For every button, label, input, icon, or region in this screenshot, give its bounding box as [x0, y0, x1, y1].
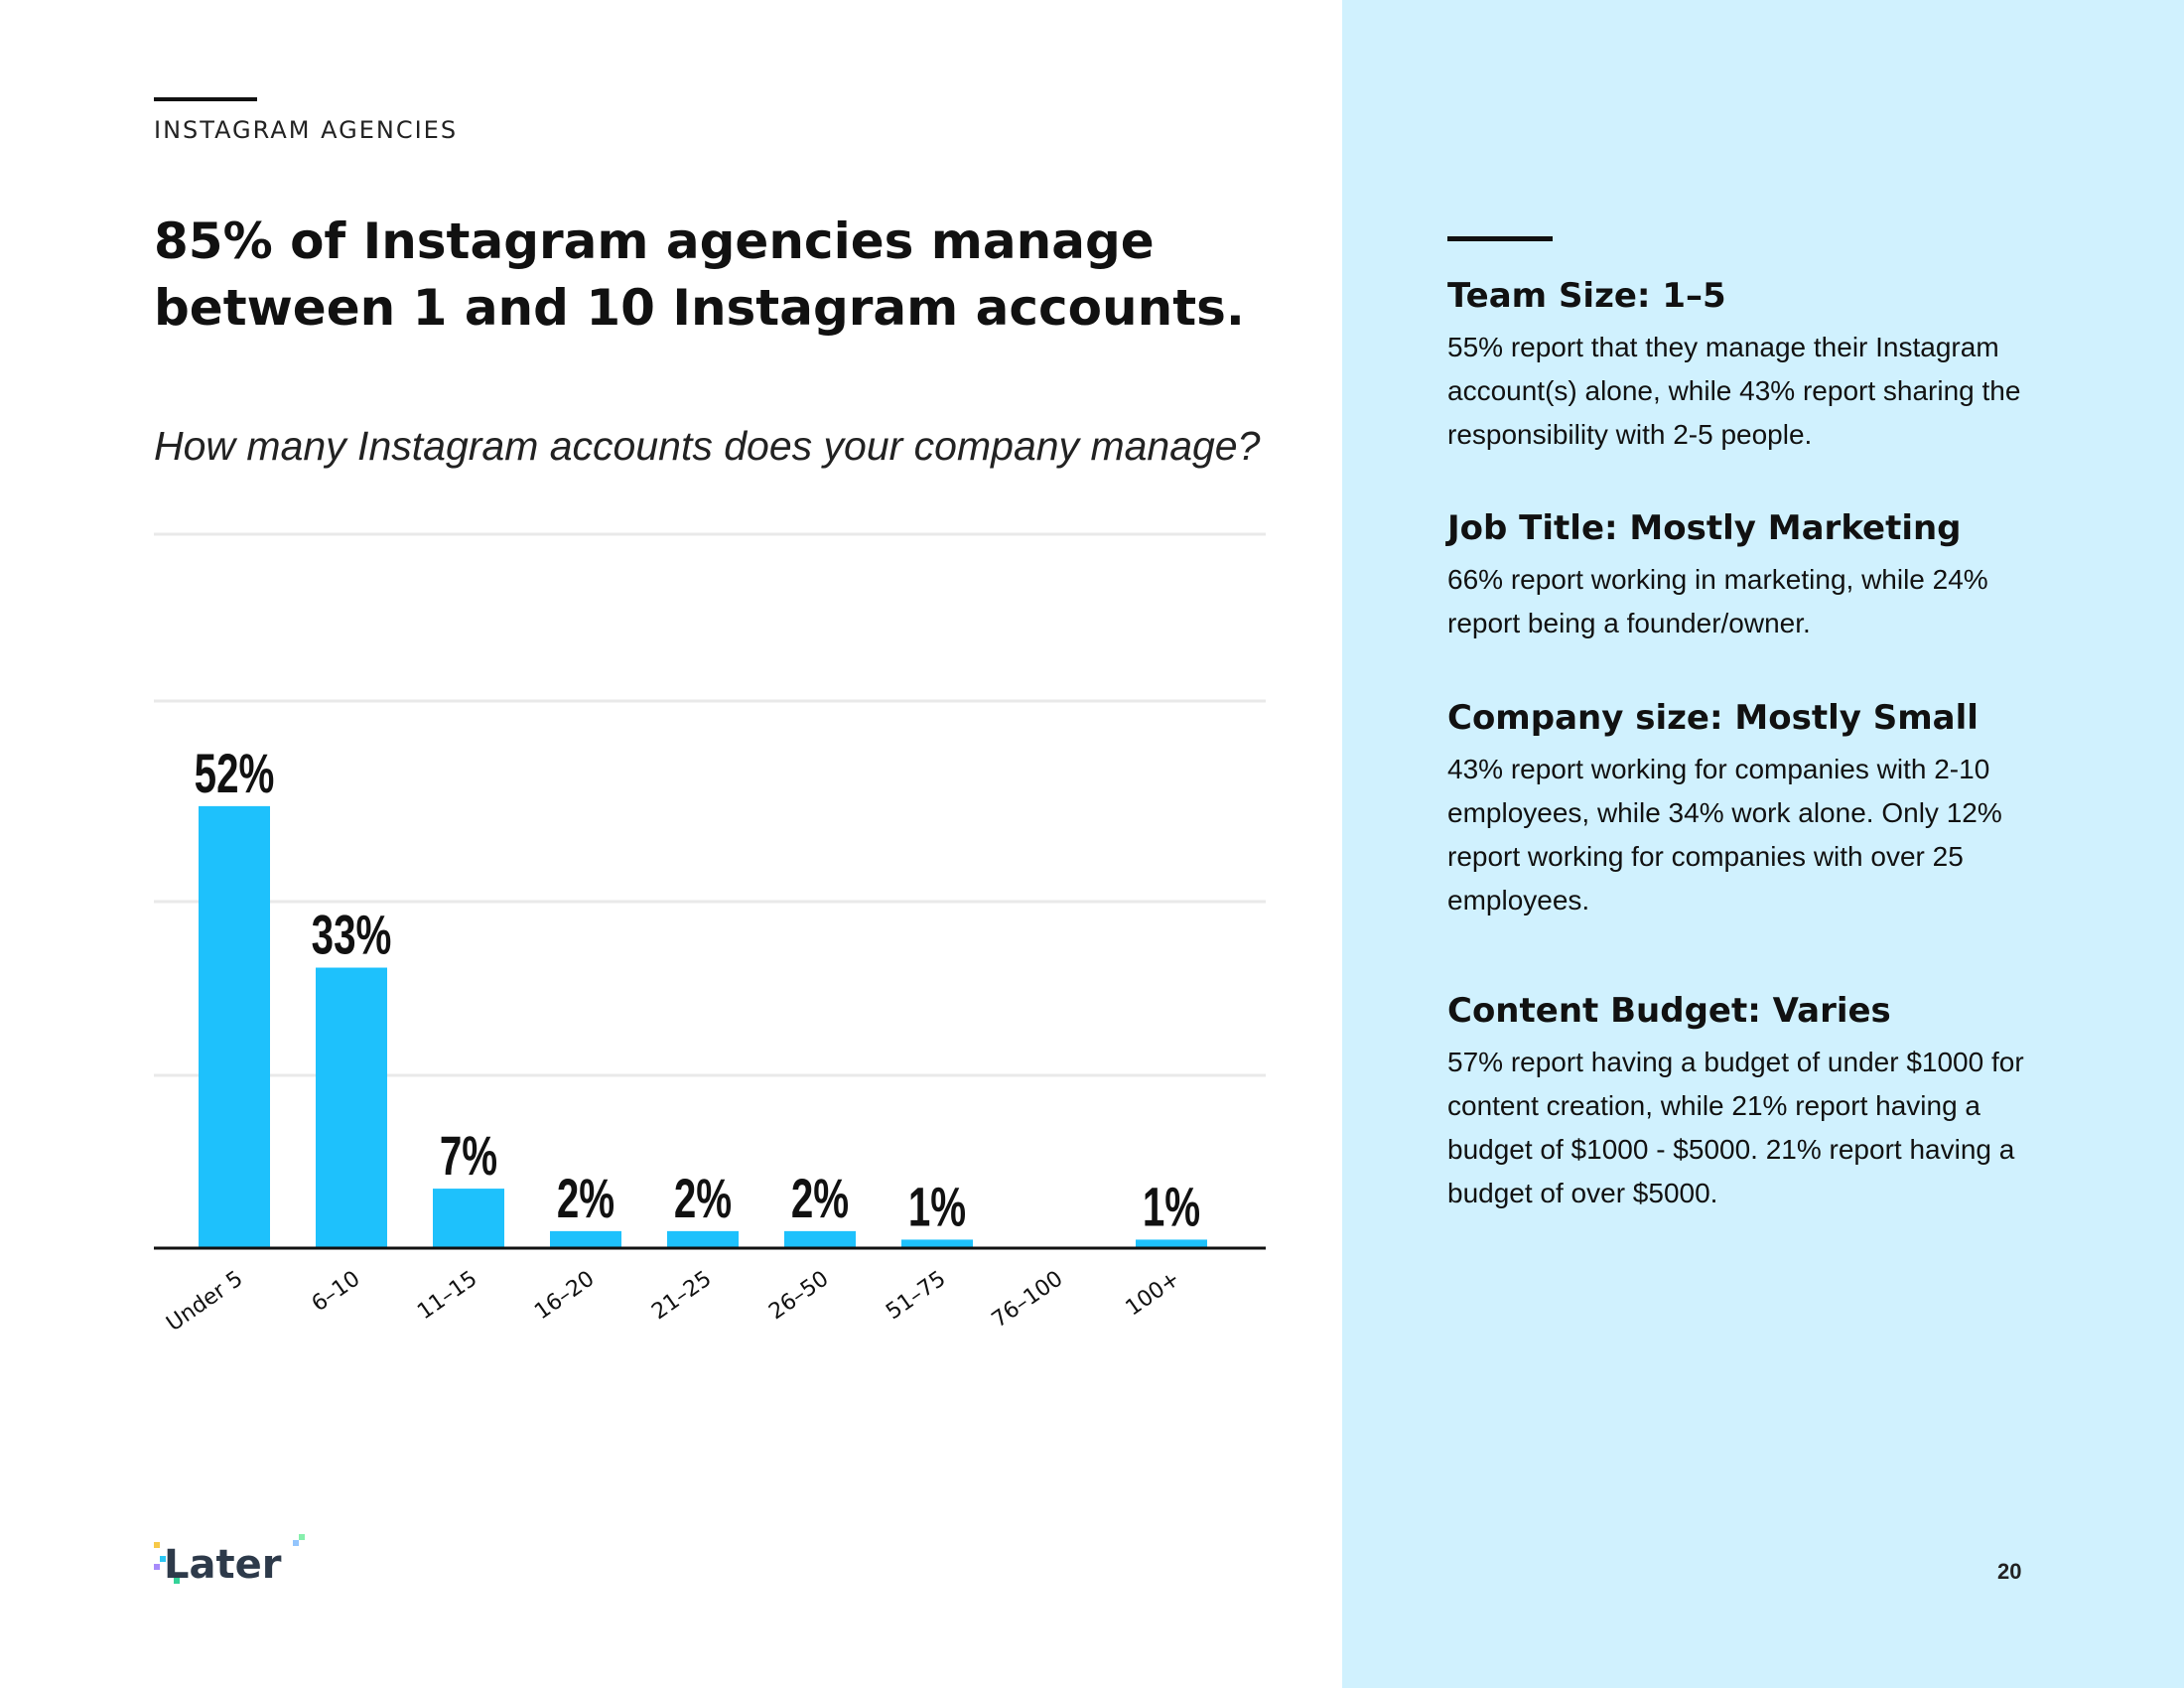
- logo-pixel: [160, 1556, 166, 1562]
- info-block-company-size: Company size: Mostly Small 43% report wo…: [1447, 698, 2063, 922]
- info-text: 55% report that they manage their Instag…: [1447, 332, 2021, 450]
- later-logo: Later: [154, 1534, 305, 1588]
- bar: [901, 1239, 973, 1248]
- info-block-content-budget: Content Budget: Varies 57% report having…: [1447, 991, 2063, 1215]
- data-label: 52%: [195, 744, 275, 805]
- logo-pixel: [154, 1542, 160, 1548]
- info-title: Job Title: Mostly Marketing: [1447, 508, 1962, 548]
- page-title: 85% of Instagram agencies manage between…: [154, 212, 1245, 337]
- tick-label: 6–10: [308, 1266, 365, 1317]
- logo-pixel: [293, 1540, 299, 1546]
- tick-label: 100+: [1122, 1266, 1185, 1321]
- bar: [550, 1230, 621, 1248]
- data-label: 2%: [674, 1169, 732, 1230]
- tick-label: 16–20: [530, 1266, 599, 1325]
- data-label: 2%: [791, 1169, 849, 1230]
- bar: [199, 805, 270, 1248]
- info-text: 66% report working in marketing, while 2…: [1447, 564, 1988, 638]
- logo-pixel: [299, 1534, 305, 1540]
- tick-label: 11–15: [413, 1266, 481, 1325]
- section-label: INSTAGRAM AGENCIES: [154, 116, 459, 144]
- info-block-team-size: Team Size: 1–5 55% report that they mana…: [1447, 276, 2063, 457]
- tick-label: 26–50: [764, 1266, 833, 1325]
- chart-question: How many Instagram accounts does your co…: [154, 423, 1261, 469]
- bar: [316, 967, 387, 1248]
- bar: [1136, 1239, 1207, 1248]
- info-title: Content Budget: Varies: [1447, 991, 1891, 1031]
- info-block-job-title: Job Title: Mostly Marketing 66% report w…: [1447, 508, 2063, 645]
- logo-pixel: [154, 1564, 160, 1570]
- bar: [433, 1189, 504, 1248]
- tick-label: 21–25: [647, 1266, 716, 1325]
- right-panel: [1342, 0, 2184, 1688]
- logo-text: Later: [164, 1542, 282, 1588]
- tick-label: Under 5: [162, 1266, 247, 1336]
- info-text: 43% report working for companies with 2-…: [1447, 754, 2002, 915]
- logo-pixel: [174, 1578, 180, 1584]
- data-label: 7%: [440, 1126, 497, 1188]
- info-title: Team Size: 1–5: [1447, 276, 1726, 316]
- info-text: 57% report having a budget of under $100…: [1447, 1047, 2024, 1208]
- bar: [784, 1230, 856, 1248]
- panel-rule: [1447, 236, 1553, 241]
- bar: [667, 1230, 739, 1248]
- info-title: Company size: Mostly Small: [1447, 698, 1979, 738]
- tick-label: 76–100: [988, 1266, 1068, 1333]
- data-label: 1%: [1143, 1177, 1200, 1238]
- data-label: 2%: [557, 1169, 614, 1230]
- data-label: 33%: [312, 905, 392, 966]
- tick-label: 51–75: [882, 1266, 950, 1325]
- data-label: 1%: [908, 1177, 966, 1238]
- page-number: 20: [1997, 1559, 2022, 1584]
- section-rule: [154, 97, 257, 101]
